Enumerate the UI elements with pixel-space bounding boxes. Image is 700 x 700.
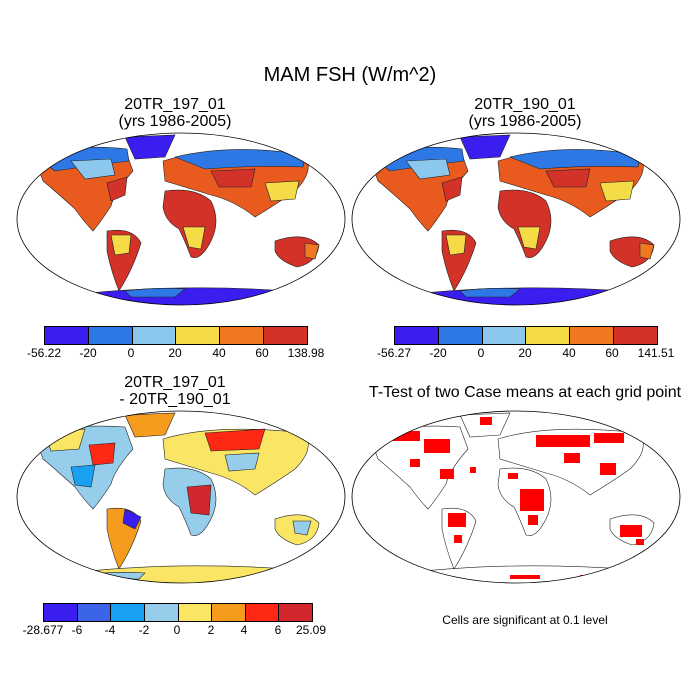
panel-3-title-line2: - 20TR_190_01 xyxy=(119,391,231,408)
colorbar-3-box xyxy=(144,604,179,621)
colorbar-2-label: 60 xyxy=(605,346,619,360)
map-panel-1 xyxy=(16,132,346,306)
panel-1-title: 20TR_197_01 (yrs 1986-2005) xyxy=(20,96,330,130)
panel-3-title-line1: 20TR_197_01 xyxy=(124,374,226,391)
colorbar-3-label: 4 xyxy=(240,623,248,637)
significance-note: Cells are significant at 0.1 level xyxy=(442,613,608,627)
colorbar-1-label: 138.98 xyxy=(287,346,325,360)
map-panel-2 xyxy=(351,132,681,306)
colorbar-3-box xyxy=(212,604,246,621)
colorbar-3-label: -2 xyxy=(138,623,150,637)
panel-2-title-line1: 20TR_190_01 xyxy=(474,96,576,113)
colorbar-3-box xyxy=(245,604,280,621)
colorbar-2-box xyxy=(395,327,439,344)
colorbar-3-box xyxy=(178,604,213,621)
map-panel-3 xyxy=(16,410,346,584)
colorbar-2-box xyxy=(526,327,571,344)
colorbar-1-box xyxy=(176,327,221,344)
panel-1-title-line2: (yrs 1986-2005) xyxy=(118,113,232,130)
colorbar-3-label: 0 xyxy=(173,623,181,637)
colorbar-1-box xyxy=(264,327,307,344)
colorbar-2-label: 40 xyxy=(562,346,576,360)
colorbar-3-label: -28.677 xyxy=(22,623,64,637)
colorbar-1-label: 0 xyxy=(127,346,135,360)
colorbar-2-box xyxy=(614,327,657,344)
colorbar-2-label: 141.51 xyxy=(637,346,675,360)
colorbar-3-box xyxy=(77,604,112,621)
panel-2-title: 20TR_190_01 (yrs 1986-2005) xyxy=(370,96,680,130)
colorbar-1-box xyxy=(88,327,133,344)
main-title: MAM FSH (W/m^2) xyxy=(263,64,437,86)
colorbar-2-label: 20 xyxy=(518,346,532,360)
colorbar-2 xyxy=(394,326,658,345)
colorbar-1-box xyxy=(220,327,265,344)
colorbar-2-label: 0 xyxy=(477,346,485,360)
colorbar-3-box xyxy=(279,604,312,621)
colorbar-1-label: 60 xyxy=(255,346,269,360)
panel-3-title: 20TR_197_01 - 20TR_190_01 xyxy=(20,374,330,408)
panel-4-title: T-Test of two Case means at each grid po… xyxy=(350,384,700,401)
colorbar-1-label: 40 xyxy=(212,346,226,360)
colorbar-1-label: 20 xyxy=(168,346,182,360)
significant-cells xyxy=(380,417,644,581)
colorbar-3-label: 6 xyxy=(274,623,282,637)
panel-4-title-line1: T-Test of two Case means at each grid po… xyxy=(368,384,682,401)
colorbar-2-label: -56.27 xyxy=(376,346,412,360)
panel-2-title-line2: (yrs 1986-2005) xyxy=(468,113,582,130)
colorbar-1-label: -20 xyxy=(79,346,97,360)
colorbar-3-label: -4 xyxy=(104,623,116,637)
colorbar-3-label: 2 xyxy=(207,623,215,637)
colorbar-3-box xyxy=(111,604,145,621)
colorbar-2-box xyxy=(570,327,615,344)
colorbar-1-label: -56.22 xyxy=(26,346,62,360)
colorbar-3-box xyxy=(44,604,78,621)
colorbar-1-box xyxy=(45,327,89,344)
colorbar-1-box xyxy=(132,327,177,344)
colorbar-2-box xyxy=(482,327,527,344)
colorbar-3-label: 25.09 xyxy=(295,623,327,637)
panel-1-title-line1: 20TR_197_01 xyxy=(124,96,226,113)
colorbar-3 xyxy=(43,603,313,622)
map-panel-4 xyxy=(351,410,681,584)
colorbar-2-label: -20 xyxy=(429,346,447,360)
colorbar-3-label: -6 xyxy=(71,623,83,637)
colorbar-1 xyxy=(44,326,308,345)
colorbar-2-box xyxy=(438,327,483,344)
